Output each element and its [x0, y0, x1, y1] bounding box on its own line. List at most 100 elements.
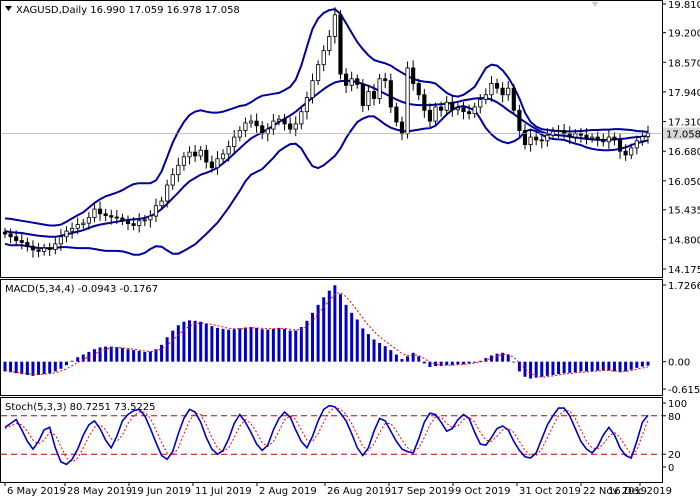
chart-shift-icon[interactable] — [592, 2, 598, 7]
candle — [304, 91, 310, 120]
candle — [109, 209, 114, 225]
candle — [193, 145, 198, 162]
candle — [640, 130, 645, 146]
macd-bar — [227, 329, 231, 362]
candle — [310, 73, 315, 104]
macd-bar — [506, 354, 510, 362]
candle — [321, 45, 326, 72]
current-price-label-bg — [663, 127, 700, 140]
candle — [153, 198, 159, 223]
macd-bar — [624, 361, 628, 372]
candle — [399, 116, 405, 141]
candle — [47, 242, 52, 256]
macd-bar — [48, 361, 52, 374]
macd-bar — [143, 351, 147, 362]
candle — [19, 232, 24, 250]
y-tick-label: 15.435 — [668, 206, 700, 217]
macd-bar — [204, 323, 208, 362]
macd-bar — [378, 343, 382, 362]
candle — [467, 104, 472, 120]
macd-bar — [132, 350, 136, 362]
macd-bar — [137, 351, 141, 362]
y-tick-label: 16.680 — [668, 147, 700, 158]
stoch-k-line — [4, 404, 649, 466]
macd-bar — [81, 354, 85, 362]
candle — [53, 237, 58, 255]
candle — [254, 113, 259, 133]
macd-bar — [294, 330, 298, 362]
macd-bar — [160, 344, 164, 362]
macd-bar — [37, 361, 41, 375]
candle — [573, 128, 578, 143]
macd-bar — [562, 361, 566, 374]
x-tick-label: 22 Nov 2019 — [583, 486, 647, 497]
candle — [243, 117, 248, 137]
macd-bar — [42, 361, 46, 375]
candle — [265, 123, 270, 142]
macd-bar — [238, 328, 242, 362]
macd-bar — [243, 327, 247, 362]
macd-bar — [489, 355, 493, 362]
candle — [2, 227, 8, 239]
macd-bar — [350, 312, 354, 362]
bollinger-upper-band — [4, 8, 649, 227]
candle — [103, 208, 108, 221]
candle — [8, 228, 13, 244]
macd-bar — [557, 361, 561, 375]
macd-plot — [3, 285, 650, 379]
y-tick-label: 19.810 — [668, 0, 700, 11]
candle — [427, 103, 433, 128]
candle — [562, 124, 567, 139]
menu-dropdown[interactable] — [5, 6, 12, 11]
price-panel-frame — [0, 0, 663, 278]
macd-bar — [92, 349, 96, 362]
candle — [595, 131, 600, 147]
y-tick-label: 14.800 — [668, 236, 700, 247]
macd-bar — [3, 361, 7, 372]
candle — [528, 129, 533, 152]
macd-bar — [573, 361, 577, 373]
candle — [450, 94, 455, 117]
macd-bar — [9, 361, 13, 373]
macd-bar — [25, 361, 29, 375]
macd-bar — [461, 361, 465, 365]
bollinger-middle-band — [4, 79, 649, 238]
macd-bar — [115, 347, 119, 362]
macd-bar — [601, 361, 605, 371]
candle — [215, 151, 220, 175]
triangle-down-icon[interactable] — [5, 6, 12, 11]
macd-bar — [255, 327, 259, 362]
macd-bar — [344, 304, 348, 362]
candle — [590, 132, 595, 143]
macd-bar — [618, 361, 622, 373]
candle — [383, 72, 388, 89]
macd-bar — [596, 361, 600, 371]
candle — [444, 95, 449, 116]
candle — [377, 73, 382, 104]
x-tick-label: 2 Aug 2019 — [259, 486, 317, 497]
y-tick-label: 0 — [668, 463, 674, 474]
candle — [120, 213, 125, 226]
y-tick-label: -0.6156 — [668, 385, 700, 396]
macd-bar — [271, 328, 275, 362]
macd-bar — [551, 361, 555, 375]
candle — [472, 102, 477, 118]
candle — [220, 149, 226, 165]
stoch-d-line — [4, 406, 649, 463]
macd-bar — [188, 320, 192, 362]
candle — [567, 126, 572, 145]
candle — [125, 215, 131, 231]
candle — [405, 61, 410, 139]
candle — [601, 133, 606, 147]
candle — [142, 215, 147, 227]
y-tick-label: 80 — [668, 412, 681, 423]
macd-bar — [445, 361, 449, 366]
macd-bar — [394, 354, 398, 362]
macd-bar — [249, 327, 253, 362]
stoch-plot — [1, 404, 662, 466]
candle — [248, 114, 254, 128]
x-tick-label: 9 Oct 2019 — [455, 486, 510, 497]
macd-bar — [171, 330, 175, 362]
